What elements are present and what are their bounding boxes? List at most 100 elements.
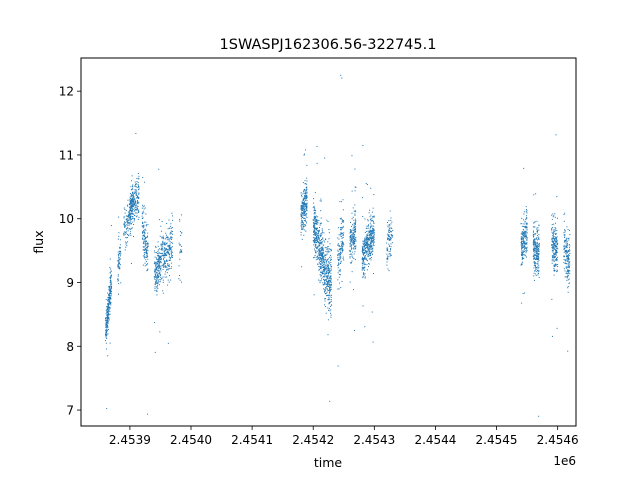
data-point bbox=[143, 235, 145, 237]
data-point bbox=[123, 217, 125, 219]
data-point bbox=[305, 230, 307, 232]
data-point bbox=[564, 270, 566, 272]
data-point bbox=[154, 321, 156, 323]
data-point bbox=[305, 203, 307, 205]
data-point bbox=[353, 210, 355, 212]
data-point bbox=[368, 247, 370, 249]
data-point bbox=[372, 238, 374, 240]
data-point bbox=[371, 225, 373, 227]
data-point bbox=[301, 238, 303, 240]
data-point bbox=[304, 193, 306, 195]
data-point bbox=[168, 219, 170, 221]
data-point bbox=[533, 265, 535, 267]
data-point bbox=[132, 191, 134, 193]
data-point bbox=[366, 243, 368, 245]
data-point bbox=[142, 222, 144, 224]
data-point bbox=[158, 271, 160, 273]
data-point bbox=[522, 254, 524, 256]
data-point bbox=[554, 240, 556, 242]
data-point bbox=[522, 239, 524, 241]
data-point bbox=[525, 234, 527, 236]
data-point bbox=[568, 249, 570, 251]
data-point bbox=[126, 215, 128, 217]
data-point bbox=[391, 231, 393, 233]
data-point bbox=[342, 249, 344, 251]
data-point bbox=[328, 307, 330, 309]
data-point bbox=[355, 218, 357, 220]
data-point bbox=[325, 292, 327, 294]
data-point bbox=[537, 254, 539, 256]
data-point bbox=[337, 365, 339, 367]
data-point bbox=[324, 268, 326, 270]
data-point bbox=[533, 243, 535, 245]
data-point bbox=[165, 248, 167, 249]
data-point bbox=[350, 245, 352, 247]
data-point bbox=[127, 222, 129, 224]
data-point bbox=[362, 247, 363, 249]
data-point bbox=[329, 288, 331, 290]
data-point bbox=[304, 217, 306, 219]
data-point bbox=[318, 249, 320, 251]
data-point bbox=[338, 245, 340, 247]
data-point bbox=[366, 237, 368, 239]
data-point bbox=[105, 321, 107, 323]
data-point bbox=[337, 272, 339, 274]
data-point bbox=[522, 238, 524, 240]
data-point bbox=[167, 342, 169, 344]
data-point bbox=[526, 256, 528, 258]
data-point bbox=[522, 232, 524, 234]
data-point bbox=[534, 251, 536, 253]
data-point bbox=[340, 233, 342, 235]
data-point bbox=[349, 257, 351, 259]
data-point bbox=[158, 252, 160, 254]
data-point bbox=[155, 262, 157, 264]
data-point bbox=[326, 219, 328, 221]
data-point bbox=[157, 245, 159, 247]
data-point bbox=[565, 245, 567, 247]
data-point bbox=[106, 337, 108, 339]
data-point bbox=[556, 327, 558, 329]
data-point bbox=[134, 181, 136, 183]
data-point bbox=[141, 222, 143, 224]
data-point bbox=[319, 245, 321, 247]
data-point bbox=[166, 251, 168, 253]
data-point bbox=[350, 230, 352, 232]
data-point bbox=[326, 280, 328, 282]
data-point bbox=[317, 220, 319, 222]
data-point bbox=[363, 264, 365, 266]
data-point bbox=[342, 233, 344, 235]
data-point bbox=[368, 258, 370, 260]
data-point bbox=[128, 223, 130, 225]
data-point bbox=[108, 318, 110, 320]
data-point bbox=[322, 275, 324, 277]
x-tick-label: 2.4542 bbox=[292, 433, 334, 447]
data-point bbox=[129, 203, 131, 205]
data-point bbox=[157, 282, 159, 284]
data-point bbox=[389, 253, 391, 255]
data-point bbox=[362, 250, 364, 252]
data-point bbox=[155, 263, 157, 265]
data-point bbox=[321, 257, 323, 259]
data-point bbox=[145, 221, 147, 223]
data-point bbox=[533, 239, 535, 241]
data-point bbox=[338, 288, 340, 290]
data-point bbox=[564, 234, 566, 236]
data-point bbox=[328, 279, 330, 281]
data-point bbox=[555, 245, 557, 247]
data-point bbox=[362, 263, 364, 265]
data-point bbox=[364, 245, 366, 247]
data-point bbox=[320, 251, 322, 253]
data-point bbox=[124, 225, 126, 227]
data-point bbox=[322, 238, 324, 240]
data-point bbox=[534, 238, 536, 240]
data-point bbox=[352, 244, 354, 246]
data-point bbox=[537, 266, 539, 268]
data-point bbox=[127, 216, 129, 218]
data-point bbox=[156, 290, 158, 292]
data-point bbox=[521, 240, 523, 242]
data-point bbox=[373, 239, 375, 241]
data-point bbox=[363, 253, 365, 255]
data-point bbox=[525, 219, 527, 221]
data-point bbox=[157, 287, 159, 289]
data-point bbox=[330, 250, 332, 252]
